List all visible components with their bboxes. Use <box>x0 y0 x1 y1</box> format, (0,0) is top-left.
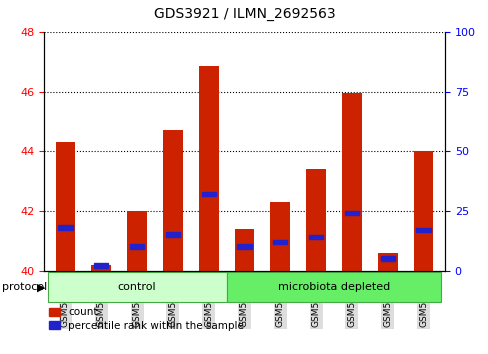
FancyBboxPatch shape <box>226 272 441 302</box>
Bar <box>415 228 430 232</box>
Text: control: control <box>118 282 156 292</box>
Bar <box>91 265 111 270</box>
Bar <box>237 244 251 249</box>
Text: microbiota depleted: microbiota depleted <box>277 282 389 292</box>
Bar <box>94 263 108 268</box>
Text: GDS3921 / ILMN_2692563: GDS3921 / ILMN_2692563 <box>153 7 335 21</box>
Bar <box>273 240 287 244</box>
Bar <box>127 211 146 270</box>
Bar <box>413 151 432 270</box>
Bar <box>234 229 254 270</box>
Bar <box>165 233 180 237</box>
Legend: count, percentile rank within the sample: count, percentile rank within the sample <box>49 307 244 331</box>
Text: ▶: ▶ <box>37 282 45 292</box>
FancyBboxPatch shape <box>47 272 226 302</box>
Bar <box>201 192 215 196</box>
Bar <box>130 244 144 249</box>
Bar <box>377 253 397 270</box>
Bar <box>342 93 361 270</box>
Bar <box>58 225 73 230</box>
Bar <box>344 211 358 215</box>
Bar <box>270 202 289 270</box>
Bar <box>380 256 394 261</box>
Bar <box>163 130 183 270</box>
Bar <box>199 66 218 270</box>
Bar <box>305 169 325 270</box>
Text: protocol: protocol <box>2 282 48 292</box>
Bar <box>56 142 75 270</box>
Bar <box>308 235 323 239</box>
